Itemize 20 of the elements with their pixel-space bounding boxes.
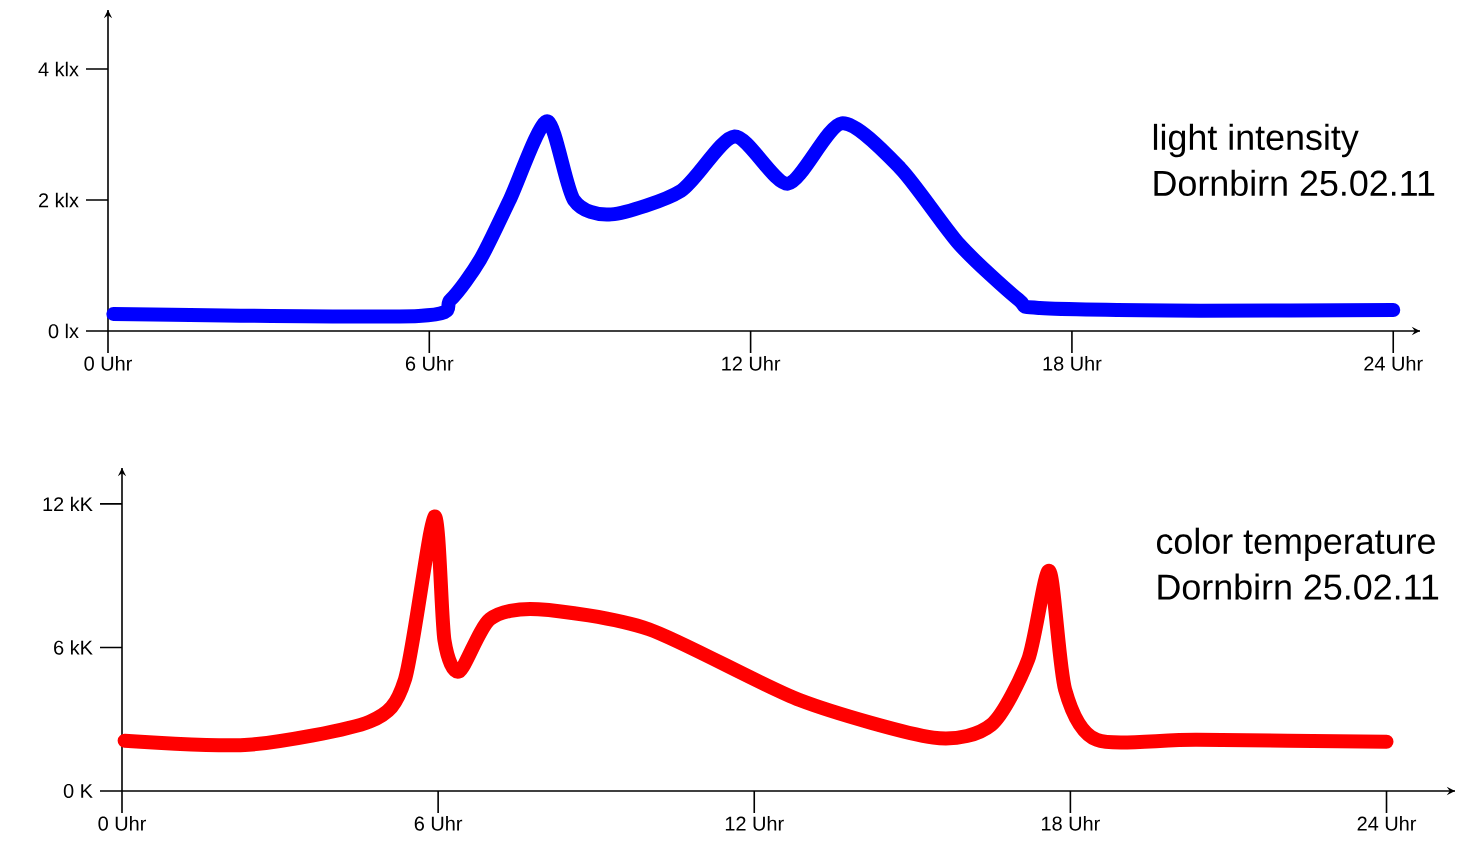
y-tick-label: 2 klx [38,192,79,208]
x-tick-label: 12 Uhr [722,356,781,371]
x-tick-label: 0 Uhr [98,816,147,831]
text: Dornbirn 25.02.11 [1154,169,1435,197]
x-tick-label: 24 Uhr [1357,816,1417,831]
text: Dornbirn 25.02.11 [1158,573,1439,600]
text: light intensity [1153,123,1359,158]
x-tick-label: 6 Uhr [414,816,463,831]
y-tick-label: 0 lx [48,323,79,339]
x-tick-label: 12 Uhr [725,816,784,831]
y-tick-label: 0 K [63,783,93,799]
x-tick-label: 18 Uhr [1042,816,1100,831]
text: color temperature [1157,527,1435,562]
x-tick-label: 24 Uhr [1364,356,1423,371]
x-tick-label: 0 Uhr [84,356,133,371]
y-tick-label: 12 kK [43,496,93,512]
x-tick-label: 6 Uhr [405,356,454,371]
y-tick-label: 4 klx [38,61,79,77]
y-tick-label: 6 kK [54,640,93,655]
x-tick-label: 18 Uhr [1043,356,1102,371]
